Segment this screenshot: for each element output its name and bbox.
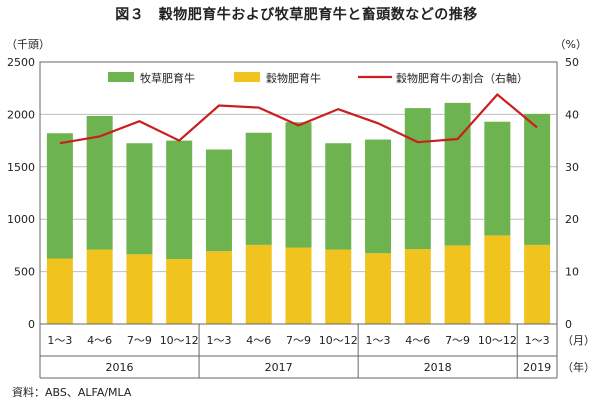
bar-grain-fed — [524, 244, 551, 324]
y-tick-label: 0 — [28, 318, 35, 331]
month-unit: （月） — [562, 334, 593, 347]
x-tick-label: 4～6 — [246, 334, 271, 347]
plot-frame — [39, 61, 558, 325]
bar-grain-fed — [285, 247, 312, 324]
y-tick-label: 2500 — [7, 56, 35, 69]
axes — [39, 61, 558, 379]
bar-grain-fed — [404, 249, 431, 324]
bar-grain-fed — [365, 253, 392, 324]
x-tick-label: 7～9 — [127, 334, 152, 347]
ratio-line — [59, 92, 538, 145]
bar-grass-fed — [484, 121, 511, 236]
y2-tick-label: 0 — [565, 318, 572, 331]
x-tick-label: 1～3 — [366, 334, 391, 347]
bar-grain-fed — [126, 254, 153, 324]
bar-grass-fed — [205, 149, 232, 252]
legend-label-ratio: 穀物肥育牛の割合（右軸） — [396, 71, 528, 85]
y-tick-label: 1000 — [7, 213, 35, 226]
chart-title: 図３ 穀物肥育牛および牧草肥育牛と畜頭数などの推移 — [115, 7, 478, 23]
x-tick-label: 4～6 — [405, 334, 430, 347]
legend-swatch-grass-fed — [108, 72, 134, 82]
x-tick-label: 7～9 — [286, 334, 311, 347]
x-tick-label: 1～3 — [525, 334, 550, 347]
bar-grass-fed — [365, 139, 392, 254]
bar-grass-fed — [325, 143, 352, 250]
bar-grain-fed — [325, 249, 352, 324]
y-tick-label: 500 — [14, 266, 35, 279]
y2-tick-label: 30 — [565, 161, 579, 174]
bar-grass-fed — [46, 133, 73, 259]
x-tick-label: 1～3 — [47, 334, 72, 347]
y2-tick-label: 10 — [565, 266, 579, 279]
bar-grain-fed — [484, 235, 511, 324]
bars — [46, 102, 551, 324]
x-tick-label: 4～6 — [87, 334, 112, 347]
bar-grass-fed — [126, 143, 153, 255]
right-axis-unit: （%） — [555, 38, 587, 51]
bar-grass-fed — [404, 108, 431, 250]
x-tick-label: 10～12 — [160, 334, 199, 347]
bar-grain-fed — [245, 244, 272, 324]
bar-grass-fed — [245, 132, 272, 245]
bar-grass-fed — [285, 122, 312, 248]
x-tick-label: 10～12 — [319, 334, 358, 347]
y2-tick-label: 50 — [565, 56, 579, 69]
ratio-series-line — [59, 92, 538, 145]
bar-grain-fed — [86, 249, 113, 324]
legend-swatch-grain-fed — [234, 72, 260, 82]
year-label: 2017 — [265, 361, 293, 374]
bar-grain-fed — [166, 259, 193, 324]
x-tick-label: 1～3 — [206, 334, 231, 347]
axis-labels: 0 500 1000 1500 2000 2500 0 10 20 30 40 50 1～3 4～6 7～9… — [6, 38, 593, 374]
legend-label-grass-fed: 牧草肥育牛 — [140, 71, 195, 85]
bar-grain-fed — [46, 258, 73, 324]
y-tick-label: 2000 — [7, 108, 35, 121]
left-axis-unit: （千頭） — [6, 38, 50, 51]
y2-tick-label: 20 — [565, 213, 579, 226]
year-label: 2018 — [424, 361, 452, 374]
year-label: 2019 — [523, 361, 551, 374]
y-tick-label: 1500 — [7, 161, 35, 174]
bar-grain-fed — [444, 245, 471, 324]
legend-label-grain-fed: 穀物肥育牛 — [266, 71, 321, 85]
bar-grass-fed — [444, 102, 471, 246]
year-unit: （年） — [562, 360, 593, 374]
y2-tick-label: 40 — [565, 108, 579, 121]
year-label: 2016 — [106, 361, 134, 374]
bar-grass-fed — [524, 113, 551, 245]
bar-grain-fed — [205, 251, 232, 324]
legend: 牧草肥育牛 穀物肥育牛 穀物肥育牛の割合（右軸） — [108, 71, 528, 85]
x-tick-label: 10～12 — [478, 334, 517, 347]
source-note: 資料：ABS、ALFA/MLA — [12, 386, 132, 399]
x-tick-label: 7～9 — [445, 334, 470, 347]
bar-grass-fed — [166, 140, 193, 260]
